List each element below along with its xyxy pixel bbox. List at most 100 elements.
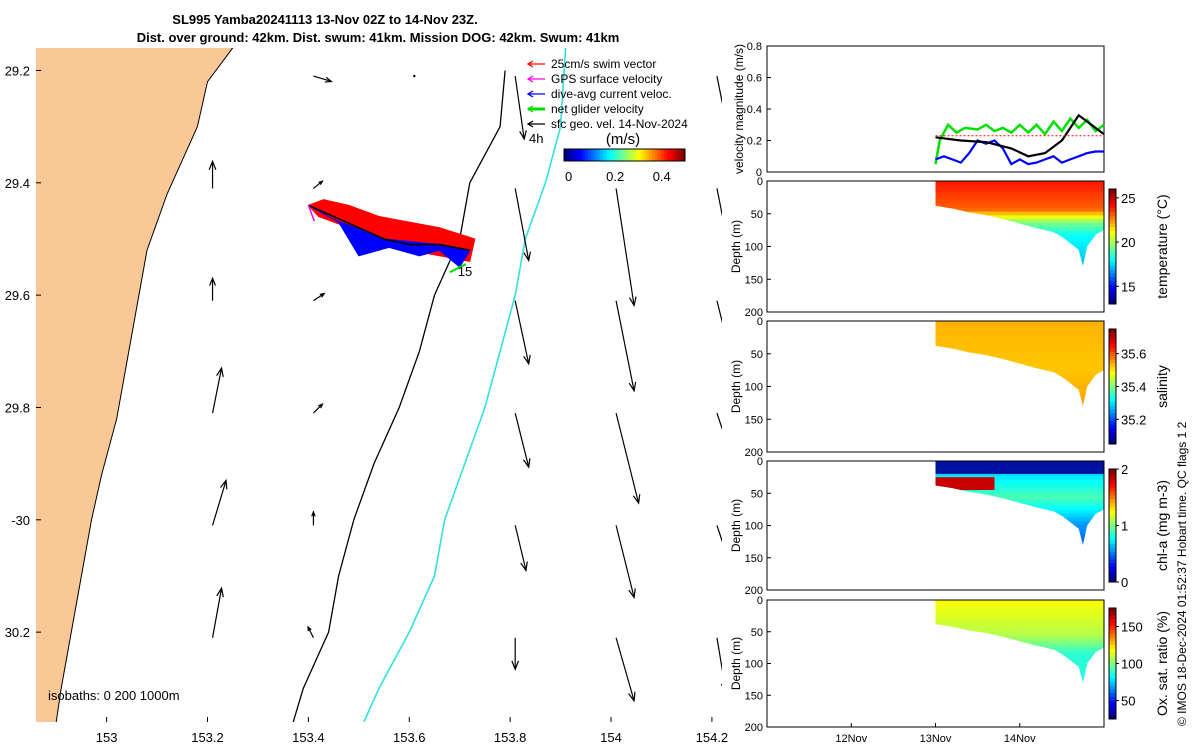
geo-arrow-shaft [615,637,635,701]
section-colorbar-cell [1109,409,1116,414]
section-colorbar-cell [1109,678,1116,683]
map-colorbar-cell [645,149,650,161]
geo-arrow-dot [413,74,416,78]
section-colorbar-cell [1109,611,1116,616]
section-colorbar-cell [1109,348,1116,353]
map-ytick-label: 29.4 [5,176,30,191]
geo-arrow-head [729,570,735,579]
map-colorbar-cell [588,149,592,161]
section-colorbar-cell [1109,674,1116,679]
map-colorbar-cell [639,149,644,161]
section-colorbar-cell [1109,663,1116,668]
legend-label: net glider velocity [551,102,644,116]
section-colorbar-tick: 100 [1121,657,1143,672]
section-band [935,491,1104,496]
geo-arrow-shaft [615,188,635,306]
geo-arrow-head [324,76,333,83]
depth-tick-label: 150 [745,414,763,426]
legend-swatch-head [526,75,534,83]
velocity-ytick-label: 0.6 [747,73,762,85]
geo-arrow-shaft [211,588,223,638]
geo-arrow-head [628,588,636,599]
depth-axis-label: Depth (m) [729,220,743,273]
geo-arrow-shaft [211,480,227,526]
section-colorbar-cell [1109,715,1116,720]
section-band [935,188,1104,194]
map-colorbar-cell [594,149,598,161]
section-band [935,181,1104,186]
geo-arrow-shaft [615,412,640,504]
section-colorbar-cell [1109,529,1116,534]
geo-arrow-shaft [514,188,530,261]
section-colorbar-cell [1109,196,1116,201]
map-xtick-label: 154 [600,730,622,745]
map-colorbar-cell [579,149,583,161]
section-colorbar-tick: 0 [1121,575,1128,590]
geo-arrow-head [519,130,527,141]
section-colorbar-cell [1109,378,1116,384]
section-colorbar-cell [1109,510,1116,515]
section-colorbar-tick: 2 [1121,462,1128,477]
section-colorbar-cell [1109,192,1116,198]
map-colorbar-cell [669,149,674,161]
section-colorbar-cell [1109,484,1116,489]
section-colorbar-cell [1109,235,1116,240]
section-colorbar-cell [1109,405,1116,410]
section-band [935,494,1104,500]
depth-tick-label: 0 [757,176,763,188]
geo-arrow [313,180,324,189]
geo-arrow-shaft [716,75,722,105]
geo-arrow-shaft [716,637,722,672]
section-colorbar-cell [1109,281,1116,286]
scale-time-label: 4h [529,131,543,146]
geo-arrow-head [520,561,528,572]
section-band [935,207,1104,213]
depth-axis-label: Depth (m) [729,637,743,690]
map-colorbar-cell [642,149,647,161]
section-colorbar-cell [1109,231,1116,236]
section-colorbar-cell [1109,329,1116,334]
map-colorbar-tick: 0.4 [653,169,671,184]
section-colorbar-label: temperature (°C) [1154,194,1170,298]
section-colorbar-cell [1109,375,1116,380]
section-colorbar-cell [1109,521,1116,526]
geo-arrow-shaft [211,367,223,414]
section-colorbar-cell [1109,382,1116,387]
section-colorbar-cell [1109,578,1116,583]
geo-arrow-head [628,691,636,703]
section-colorbar-cell [1109,292,1116,297]
section-colorbar-cell [1109,421,1116,426]
dive-avg-series [935,139,1104,166]
track-time-label: 15 [458,264,472,279]
title-line1: SL995 Yamba20241113 13-Nov 02Z to 14-Nov… [172,12,477,27]
section-colorbar-cell [1109,300,1116,305]
section-colorbar-cell [1109,711,1116,716]
map-xtick-label: 153.2 [191,730,224,745]
section-band [935,184,1104,190]
section-band [935,483,1104,488]
map-colorbar-cell [660,149,665,161]
section-band [935,603,1104,609]
section-colorbar-cell [1109,682,1116,687]
section-band [935,215,1104,220]
section-colorbar-tick: 150 [1121,620,1143,635]
chl-max-band [935,477,995,491]
depth-tick-label: 100 [745,521,763,533]
geo-arrow [211,478,228,526]
map-colorbar-cell [621,149,625,161]
velocity-ytick-label: 0.2 [747,136,762,148]
section-colorbar-label: salinity [1154,365,1170,408]
geo-arrow-shaft [615,525,635,598]
section-colorbar-cell [1109,525,1116,530]
section-colorbar-cell [1109,637,1116,642]
section-colorbar-cell [1109,277,1116,282]
gps-surface-vector [307,205,316,222]
section-colorbar-cell [1109,630,1116,635]
map-ytick-label: 29.6 [5,288,30,303]
section-band [935,321,1104,326]
map-colorbar-cell [678,149,683,161]
section-colorbar-cell [1109,432,1116,437]
section-band [935,487,1104,492]
legend-swatch-head [526,120,534,128]
